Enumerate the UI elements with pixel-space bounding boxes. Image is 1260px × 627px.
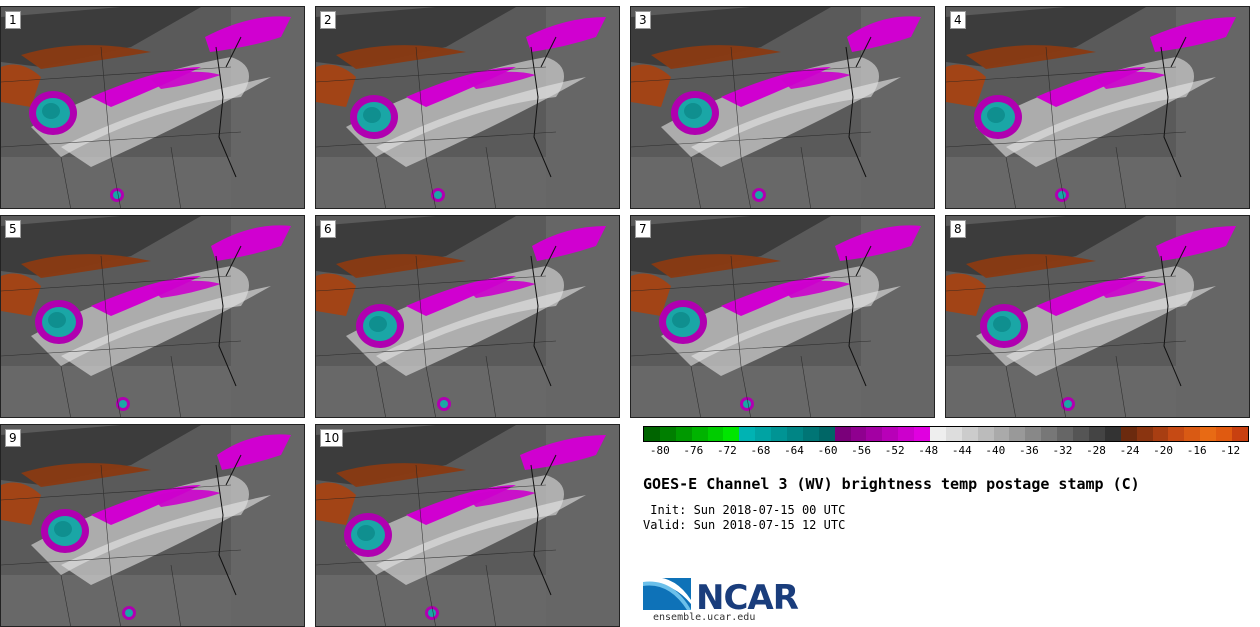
map-panel-8: 8 [945, 215, 1250, 418]
colorbar-swatch [1120, 427, 1137, 441]
map-panel-1: 1 [0, 6, 305, 209]
colorbar-tick-label: -60 [817, 444, 838, 457]
colorbar-swatch [977, 427, 994, 441]
panel-label: 4 [950, 11, 966, 29]
panel-label: 5 [5, 220, 21, 238]
colorbar-tick-label: -76 [683, 444, 704, 457]
colorbar-swatch [898, 427, 915, 441]
init-time: Init: Sun 2018-07-15 00 UTC [643, 503, 846, 517]
map-panel-6: 6 [315, 215, 620, 418]
water-vapor-map [1, 7, 304, 208]
colorbar-tick-label: -20 [1153, 444, 1174, 457]
colorbar-swatch [1057, 427, 1074, 441]
colorbar-swatch [914, 427, 931, 441]
colorbar-swatch [787, 427, 803, 441]
water-vapor-map [1, 425, 304, 626]
colorbar-ticks: -80 -76 -72 -68 -64 -60 -56 -52 -48 -44 -40 -36 -32-… [643, 444, 1247, 458]
colorbar-swatch [1152, 427, 1169, 441]
panel-label: 1 [5, 11, 21, 29]
panel-label: 10 [320, 429, 344, 447]
map-panel-10: 10 [315, 424, 620, 627]
colorbar-tick-label: -12 [1220, 444, 1241, 457]
map-panel-4: 4 [945, 6, 1250, 209]
colorbar-swatch [930, 427, 946, 441]
colorbar-swatch [1231, 427, 1248, 441]
colorbar-swatch [691, 427, 708, 441]
colorbar-tick-label: -68 [750, 444, 771, 457]
colorbar-tick-label: -48 [918, 444, 939, 457]
valid-time: Valid: Sun 2018-07-15 12 UTC [643, 518, 846, 532]
colorbar-swatch [659, 427, 676, 441]
colorbar-swatch [1200, 427, 1217, 441]
panel-label: 2 [320, 11, 336, 29]
colorbar-swatch [723, 427, 740, 441]
colorbar-tick-label: -36 [1018, 444, 1039, 457]
colorbar-swatch [1184, 427, 1201, 441]
colorbar [643, 426, 1249, 442]
water-vapor-map [631, 216, 934, 417]
map-panel-2: 2 [315, 6, 620, 209]
colorbar-swatch [850, 427, 867, 441]
water-vapor-map [946, 216, 1249, 417]
figure-title: GOES-E Channel 3 (WV) brightness temp po… [643, 475, 1140, 493]
colorbar-tick-label: -52 [884, 444, 905, 457]
colorbar-swatch [1168, 427, 1185, 441]
colorbar-tick-label: -64 [784, 444, 804, 457]
logo-wordmark: NCAR [696, 578, 799, 618]
water-vapor-map [316, 216, 619, 417]
colorbar-swatch [675, 427, 692, 441]
colorbar-swatch [1073, 427, 1089, 441]
colorbar-tick-label: -80 [649, 444, 670, 457]
colorbar-tick-label: -32 [1052, 444, 1073, 457]
water-vapor-map [316, 425, 619, 626]
colorbar-tick-label: -24 [1119, 444, 1140, 457]
colorbar-swatch [739, 427, 756, 441]
colorbar-swatch [707, 427, 724, 441]
ncar-logo-icon [643, 576, 691, 610]
colorbar-tick-label: -28 [1086, 444, 1106, 457]
colorbar-swatch [755, 427, 772, 441]
colorbar-tick-label: -56 [851, 444, 872, 457]
panel-label: 8 [950, 220, 966, 238]
map-panel-3: 3 [630, 6, 935, 209]
colorbar-tick-label: -16 [1186, 444, 1207, 457]
colorbar-swatch [945, 427, 962, 441]
map-panel-7: 7 [630, 215, 935, 418]
panel-label: 9 [5, 429, 21, 447]
colorbar-swatch [961, 427, 978, 441]
colorbar-swatch [771, 427, 788, 441]
colorbar-swatch [1088, 427, 1105, 441]
map-panel-9: 9 [0, 424, 305, 627]
colorbar-tick-label: -44 [951, 444, 972, 457]
colorbar-swatch [1009, 427, 1026, 441]
panel-label: 6 [320, 220, 336, 238]
colorbar-swatch [1025, 427, 1042, 441]
logo-url: ensemble.ucar.edu [653, 612, 756, 623]
colorbar-tick-label: -40 [985, 444, 1006, 457]
colorbar-swatch [882, 427, 899, 441]
colorbar-tick-label: -72 [716, 444, 737, 457]
colorbar-swatch [1136, 427, 1153, 441]
colorbar-swatch [866, 427, 883, 441]
colorbar-swatch [834, 427, 851, 441]
colorbar-swatch [1216, 427, 1232, 441]
panel-label: 7 [635, 220, 651, 238]
water-vapor-map [1, 216, 304, 417]
water-vapor-map [946, 7, 1249, 208]
map-panel-5: 5 [0, 215, 305, 418]
colorbar-swatch [1104, 427, 1121, 441]
water-vapor-map [631, 7, 934, 208]
colorbar-swatch [818, 427, 835, 441]
colorbar-swatch [644, 427, 660, 441]
colorbar-swatch [1041, 427, 1058, 441]
colorbar-swatch [802, 427, 819, 441]
panel-label: 3 [635, 11, 651, 29]
colorbar-swatch [993, 427, 1010, 441]
water-vapor-map [316, 7, 619, 208]
